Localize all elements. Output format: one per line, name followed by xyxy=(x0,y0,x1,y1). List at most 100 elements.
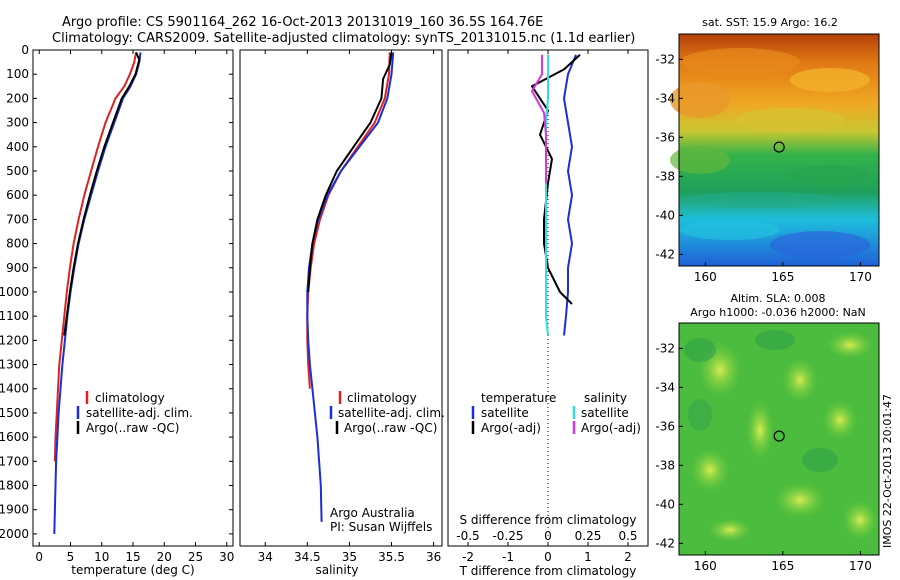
sst-map-frame xyxy=(678,33,880,267)
map-lat-label: -40 xyxy=(655,497,675,511)
x-tick-label: 15 xyxy=(125,550,140,564)
series-line-argo-raw-qc- xyxy=(307,52,393,293)
sla-map-title-line1: Altim. SLA: 0.008 xyxy=(730,292,825,305)
x-tick-label: 34.5 xyxy=(294,550,321,564)
temperature-panel: 0100200300400500600700800900100011001200… xyxy=(0,43,648,577)
depth-tick-label: 800 xyxy=(6,237,29,251)
map-lat-label: -34 xyxy=(655,380,675,394)
sla-field-texture xyxy=(684,330,878,542)
x-tick-label: 34 xyxy=(258,550,273,564)
map-lat-label: -40 xyxy=(655,208,675,222)
sst-map-axes: 160 165 170 -32 -34 -36 -38 -40 -42 xyxy=(655,52,871,284)
x-tick-label: 25 xyxy=(188,550,203,564)
salinity-panel: 34 34.5 35 35.5 36 salinity climatology sate… xyxy=(239,49,445,577)
map-lon-label: 165 xyxy=(771,270,794,284)
salinity-x-axis: 34 34.5 35 35.5 36 xyxy=(258,50,441,564)
credit-argo-australia: Argo Australia xyxy=(330,506,415,520)
map-lat-label: -36 xyxy=(655,419,675,433)
map-lat-label: -42 xyxy=(655,247,675,261)
sla-map: Altim. SLA: 0.008 Argo h1000: -0.036 h20… xyxy=(655,292,880,573)
map-lat-label: -42 xyxy=(655,536,675,550)
legend-title-salinity: salinity xyxy=(584,391,627,405)
sla-map-title-line2: Argo h1000: -0.036 h2000: NaN xyxy=(690,306,866,319)
series-line-salinity-satellite xyxy=(545,54,549,336)
s-diff-tick-label: -0.5 xyxy=(456,529,479,543)
s-diff-tick-label: 0.25 xyxy=(575,529,602,543)
difference-legend: temperature salinity satellite Argo(-adj… xyxy=(471,391,641,435)
series-line-temperature-satellite xyxy=(563,54,577,336)
sst-argo-position-marker xyxy=(773,141,785,153)
legend-label-temp-satellite: satellite xyxy=(481,406,529,420)
depth-tick-label: 1300 xyxy=(0,358,29,372)
depth-tick-label: 1500 xyxy=(0,406,29,420)
temperature-x-axis: 0 5 10 15 20 25 30 xyxy=(35,50,234,564)
legend-label-sal-satellite: satellite xyxy=(581,406,629,420)
depth-tick-label: 1900 xyxy=(0,503,29,517)
map-lat-label: -36 xyxy=(655,130,675,144)
difference-x-axis: -2 -1 0 1 2 xyxy=(462,50,632,564)
map-lon-label: 165 xyxy=(771,559,794,573)
depth-tick-label: 1400 xyxy=(0,382,29,396)
x-tick-label: 35.5 xyxy=(378,550,405,564)
sst-map: sat. SST: 15.9 Argo: 16.2 160 165 170 -32 -3… xyxy=(655,16,880,284)
depth-tick-label: 200 xyxy=(6,91,29,105)
depth-tick-label: 1000 xyxy=(0,285,29,299)
sst-field-texture xyxy=(670,48,870,259)
map-lat-label: -34 xyxy=(655,91,675,105)
x-tick-label: 2 xyxy=(624,550,632,564)
x-tick-label: 0 xyxy=(544,550,552,564)
map-lat-label: -38 xyxy=(655,458,675,472)
salinity-xlabel: salinity xyxy=(315,563,358,577)
s-diff-tick-label: 0 xyxy=(544,529,552,543)
salinity-legend: climatology satellite-adj. clim. Argo(..… xyxy=(329,391,445,435)
legend-label-climatology: climatology xyxy=(95,391,165,405)
series-line-salinity-argo-adj- xyxy=(531,54,547,184)
depth-tick-label: 500 xyxy=(6,164,29,178)
x-tick-label: 30 xyxy=(219,550,234,564)
x-tick-label: -2 xyxy=(462,550,474,564)
depth-tick-label: 1100 xyxy=(0,309,29,323)
map-lat-label: -38 xyxy=(655,169,675,183)
difference-series xyxy=(531,54,581,336)
temperature-xlabel: temperature (deg C) xyxy=(71,563,194,577)
x-tick-label: 10 xyxy=(94,550,109,564)
depth-tick-label: 1700 xyxy=(0,454,29,468)
legend-label-argo: Argo(..raw -QC) xyxy=(86,421,179,435)
legend-title-temperature: temperature xyxy=(481,391,556,405)
map-lat-label: -32 xyxy=(655,52,675,66)
s-diff-tick-label: -0.25 xyxy=(492,529,523,543)
sla-argo-position-marker xyxy=(773,430,785,442)
x-tick-label: 1 xyxy=(584,550,592,564)
map-lat-label: -32 xyxy=(655,341,675,355)
depth-tick-label: 400 xyxy=(6,140,29,154)
sst-map-title: sat. SST: 15.9 Argo: 16.2 xyxy=(702,16,838,29)
depth-tick-label: 100 xyxy=(6,67,29,81)
x-tick-label: 36 xyxy=(426,550,441,564)
x-tick-label: 20 xyxy=(157,550,172,564)
s-difference-label: S difference from climatology xyxy=(460,513,637,527)
difference-panel: -2 -1 0 1 2 -0.5 -0.25 0 0.25 0.5 S difference f… xyxy=(447,49,649,578)
credit-pi: PI: Susan Wijffels xyxy=(330,520,432,534)
legend-label-temp-argo: Argo(-adj) xyxy=(481,421,541,435)
salinity-axes-frame xyxy=(239,49,443,547)
map-lon-label: 170 xyxy=(849,270,872,284)
sla-map-frame xyxy=(678,322,880,556)
legend-label-satellite-adj: satellite-adj. clim. xyxy=(338,406,445,420)
map-lon-label: 160 xyxy=(694,559,717,573)
sla-map-axes: 160 165 170 -32 -34 -36 -38 -40 -42 xyxy=(655,341,871,573)
salinity-series xyxy=(306,52,395,522)
imos-timestamp: IMOS 22-Oct-2013 20:01:47 xyxy=(881,394,894,548)
x-tick-label: 35 xyxy=(342,550,357,564)
depth-tick-label: 1600 xyxy=(0,430,29,444)
t-difference-label: T difference from climatology xyxy=(459,564,637,578)
legend-label-satellite-adj: satellite-adj. clim. xyxy=(86,406,193,420)
s-diff-tick-label: 0.5 xyxy=(618,529,637,543)
map-lon-label: 170 xyxy=(849,559,872,573)
depth-tick-label: 700 xyxy=(6,212,29,226)
depth-tick-label: 600 xyxy=(6,188,29,202)
salinity-difference-ticks: -0.5 -0.25 0 0.25 0.5 xyxy=(456,529,637,543)
series-line-climatology xyxy=(53,52,138,462)
legend-label-sal-argo: Argo(-adj) xyxy=(581,421,641,435)
depth-tick-label: 2000 xyxy=(0,527,29,541)
